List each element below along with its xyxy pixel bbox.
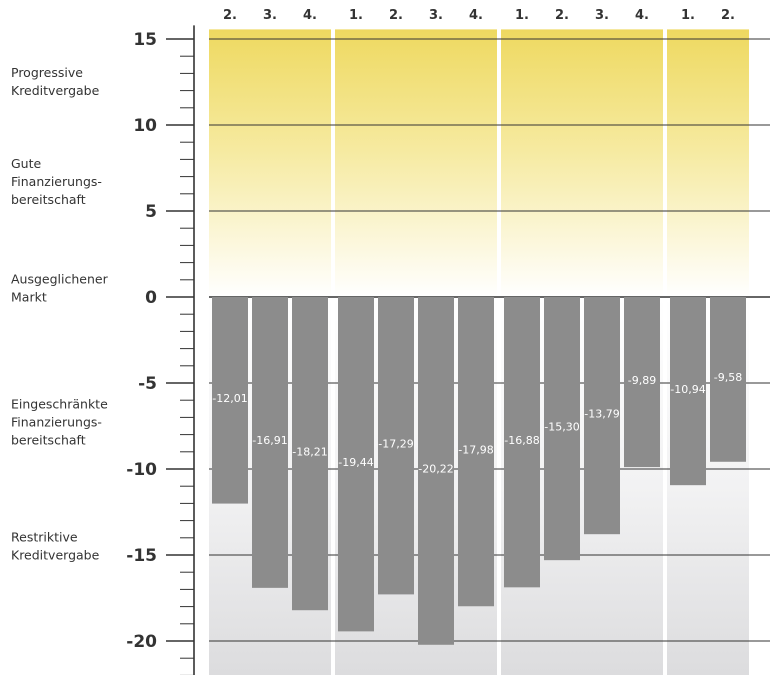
zone-label-5: Restriktive Kreditvergabe (11, 529, 100, 562)
zone-label-4: Eingeschränkte Finanzierungs-bereitschaft (11, 397, 108, 448)
y-axis (166, 25, 195, 675)
category-label-4: 1. (349, 8, 363, 23)
bar-value-label-12: -10,94 (670, 383, 705, 396)
bar-value-label-5: -17,29 (378, 437, 413, 450)
group-3-positive-bg (501, 29, 663, 298)
category-labels: 2. 3. 4. 1. 2. 3. 4. 1. 2. 3. 4. 1. 2. (223, 8, 735, 23)
bar-11 (624, 297, 660, 468)
bar-value-label-8: -16,88 (504, 434, 539, 447)
bar-13 (710, 297, 746, 462)
bar-value-label-13: -9,58 (714, 371, 742, 384)
bar-4 (338, 297, 374, 632)
category-label-13: 2. (721, 8, 735, 23)
group-2-positive-bg (335, 29, 497, 298)
bar-2 (252, 297, 288, 588)
category-label-8: 1. (515, 8, 529, 23)
category-label-7: 4. (469, 8, 483, 23)
category-label-6: 3. (429, 8, 443, 23)
y-tick-label: 0 (145, 288, 157, 308)
bar-value-label-7: -17,98 (458, 443, 493, 456)
bar-value-label-11: -9,89 (628, 374, 656, 387)
bar-value-label-2: -16,91 (252, 434, 287, 447)
bar-value-label-3: -18,21 (292, 445, 327, 458)
bar-3 (292, 297, 328, 611)
category-label-9: 2. (555, 8, 569, 23)
category-label-11: 4. (635, 8, 649, 23)
bars (212, 297, 746, 645)
category-label-1: 2. (223, 8, 237, 23)
y-tick-label: -15 (126, 546, 157, 566)
zone-label-1: Progressive Kreditvergabe (11, 65, 100, 98)
bar-7 (458, 297, 494, 607)
zone-label-2: Gute Finanzierungs-bereitschaft (11, 156, 102, 207)
bar-10 (584, 297, 620, 535)
category-label-2: 3. (263, 8, 277, 23)
bar-5 (378, 297, 414, 595)
zone-labels: Progressive Kreditvergabe Gute Finanzierung… (11, 65, 109, 562)
bar-value-label-1: -12,01 (212, 392, 247, 405)
bar-value-label-9: -15,30 (544, 420, 579, 433)
bar-value-label-4: -19,44 (338, 456, 373, 469)
category-label-5: 2. (389, 8, 403, 23)
group-4-positive-bg (667, 29, 749, 298)
y-tick-label: -5 (138, 374, 157, 394)
y-tick-label: 15 (133, 30, 157, 50)
bar-8 (504, 297, 540, 588)
y-tick-label: 5 (145, 202, 157, 222)
bar-value-label-10: -13,79 (584, 407, 619, 420)
category-label-10: 3. (595, 8, 609, 23)
y-tick-label: 10 (133, 116, 157, 136)
category-label-12: 1. (681, 8, 695, 23)
bar-value-label-6: -20,22 (418, 463, 453, 476)
category-label-3: 4. (303, 8, 317, 23)
group-1-positive-bg (209, 29, 331, 298)
bar-value-labels: -12,01 -16,91 -18,21 -19,44 -17,29 -20,22 -17,… (212, 371, 742, 476)
bar-12 (670, 297, 706, 486)
y-tick-labels: 15 10 5 0 -5 -10 -15 -20 (126, 30, 157, 652)
zone-label-3: Ausgeglichener Markt (11, 271, 109, 304)
y-tick-label: -20 (126, 632, 157, 652)
y-tick-label: -10 (126, 460, 157, 480)
bar-1 (212, 297, 248, 504)
bar-9 (544, 297, 580, 561)
bar-6 (418, 297, 454, 645)
